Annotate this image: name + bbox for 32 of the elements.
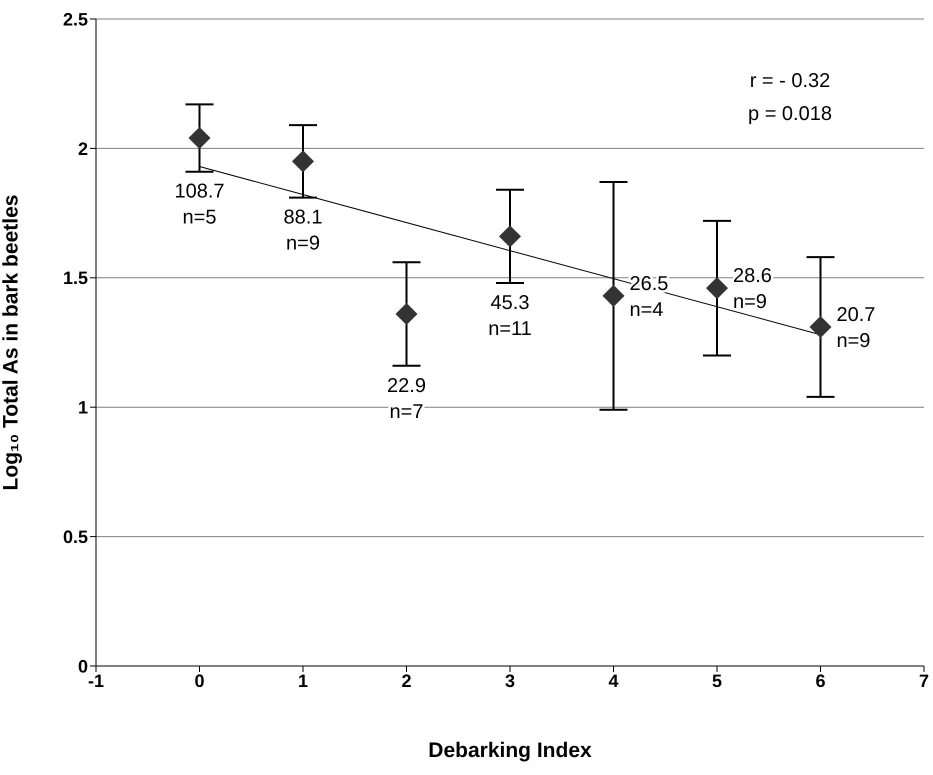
x-tick-label: 0 xyxy=(194,670,205,691)
x-tick-label: -1 xyxy=(88,670,104,691)
data-label: 22.9 n=7 xyxy=(387,374,426,423)
y-axis-title: Log₁₀ Total As in bark beetles xyxy=(0,194,22,490)
point xyxy=(602,284,624,307)
data-label: 88.1 n=9 xyxy=(284,206,322,255)
annotation: p = 0.018 xyxy=(747,103,833,126)
y-tick-label: 2.5 xyxy=(62,9,88,30)
x-axis-title: Debarking Index xyxy=(428,739,592,762)
point xyxy=(706,277,728,300)
x-tick-label: 2 xyxy=(401,670,412,691)
x-tick-label: 6 xyxy=(815,670,826,691)
point xyxy=(396,303,418,326)
x-tick-label: 3 xyxy=(504,670,516,691)
y-tick-label: 1.5 xyxy=(62,268,88,288)
annotation: r = - 0.32 xyxy=(748,70,832,93)
y-tick-label: 1 xyxy=(78,398,88,418)
point xyxy=(810,316,832,338)
y-tick-label: 2 xyxy=(78,138,88,159)
point xyxy=(499,225,521,248)
point xyxy=(292,150,314,172)
y-tick-label: 0 xyxy=(78,656,88,676)
y-tick-label: 0.5 xyxy=(62,526,88,547)
data-label: 20.7 n=9 xyxy=(836,304,876,352)
point xyxy=(188,127,210,150)
x-tick-label: 7 xyxy=(918,670,930,691)
x-tick-label: 1 xyxy=(298,670,308,691)
x-tick-label: 5 xyxy=(712,670,722,691)
data-label: 108.7 n=5 xyxy=(174,180,225,229)
data-label: 45.3 n=11 xyxy=(488,292,532,340)
data-label: 28.6 n=9 xyxy=(733,265,772,314)
x-tick-label: 4 xyxy=(608,670,619,691)
